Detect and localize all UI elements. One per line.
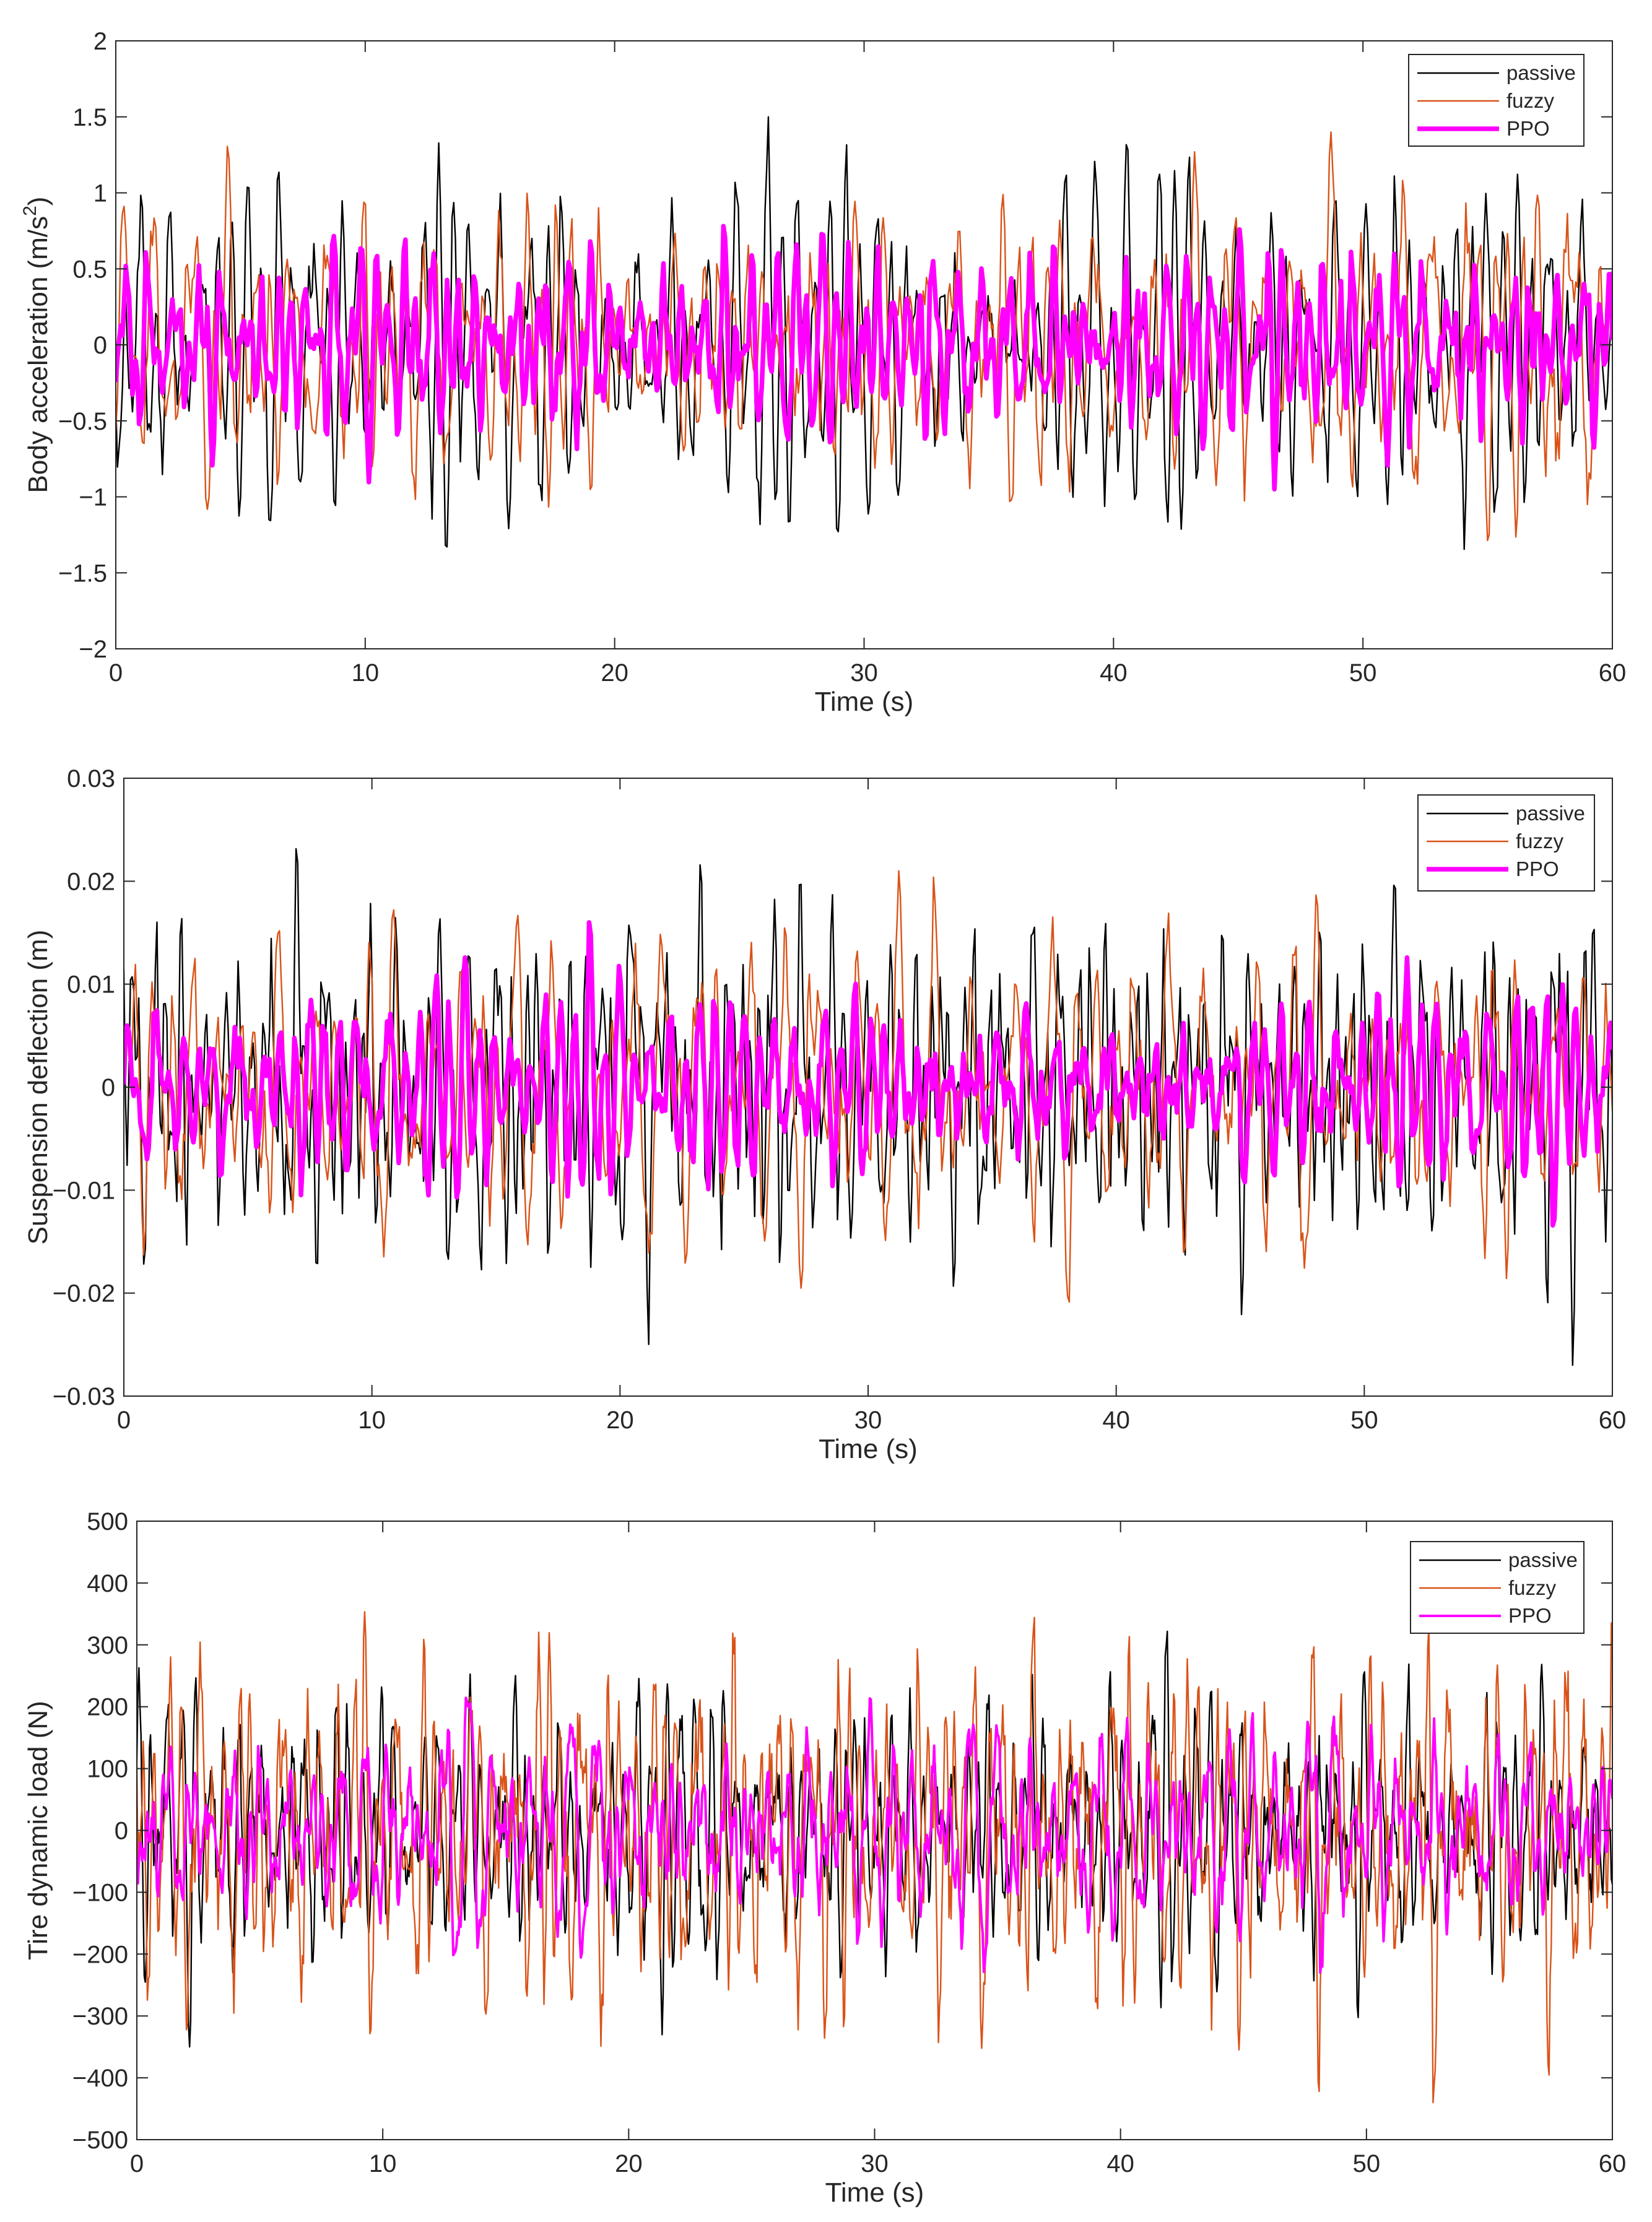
legend-label-ppo: PPO	[1506, 117, 1550, 140]
y-tick-label: 0	[115, 1818, 128, 1845]
y-tick-label: 100	[87, 1756, 128, 1783]
x-tick-label: 40	[1106, 2150, 1134, 2177]
legend-label-ppo: PPO	[1508, 1604, 1552, 1627]
y-tick-label: −1.5	[58, 560, 107, 587]
y-tick-label: 1	[93, 180, 107, 207]
y-tick-label: −0.01	[53, 1177, 115, 1204]
y-tick-label: −400	[72, 2065, 128, 2092]
x-tick-label: 60	[1599, 2150, 1627, 2177]
y-axis-label: Suspension deflection (m)	[23, 930, 53, 1245]
x-tick-label: 50	[1349, 659, 1377, 687]
x-tick-label: 20	[615, 2150, 643, 2177]
series-line-ppo	[124, 920, 1612, 1228]
x-tick-label: 10	[358, 1407, 386, 1434]
x-tick-label: 10	[352, 659, 380, 687]
x-tick-label: 10	[369, 2150, 397, 2177]
y-tick-label: −0.02	[53, 1280, 115, 1308]
legend-label-ppo: PPO	[1516, 857, 1559, 880]
legend: passive fuzzy PPO	[1408, 54, 1585, 147]
legend-label-fuzzy: fuzzy	[1516, 830, 1564, 853]
series-line-fuzzy	[116, 131, 1612, 542]
legend: passive fuzzy PPO	[1417, 794, 1595, 892]
legend-label-fuzzy: fuzzy	[1508, 1576, 1557, 1599]
series-line-ppo	[137, 1696, 1612, 1974]
y-axis-label: Tire dynamic load (N)	[23, 1701, 53, 1960]
y-tick-label: −100	[72, 1879, 128, 1906]
x-axis-label: Time (s)	[815, 687, 914, 717]
y-tick-label: 0.02	[67, 868, 115, 895]
x-tick-label: 0	[109, 659, 123, 687]
x-tick-label: 30	[850, 659, 878, 687]
y-tick-label: 1.5	[72, 104, 107, 131]
y-tick-label: 500	[87, 1508, 128, 1535]
x-axis-label: Time (s)	[825, 2177, 924, 2208]
y-tick-label: 200	[87, 1694, 128, 1721]
chart-panel-1: 0 10 20 30 40 50 60 −2 −1.5 −1 −0.5 0 0.5 1 1.5 2 Time (…	[20, 28, 1626, 717]
plot-area	[137, 1611, 1612, 2104]
y-tick-label: 400	[87, 1570, 128, 1597]
y-tick-label: 0.5	[72, 256, 107, 283]
y-tick-label: −0.5	[58, 408, 107, 435]
x-tick-label: 30	[861, 2150, 889, 2177]
plot-area	[116, 116, 1612, 550]
x-tick-label: 60	[1599, 1407, 1627, 1434]
y-tick-label: −500	[72, 2127, 128, 2154]
x-tick-label: 60	[1599, 659, 1627, 687]
y-tick-label: 0.01	[67, 971, 115, 999]
legend-label-passive: passive	[1506, 61, 1576, 84]
x-tick-label: 0	[130, 2150, 144, 2177]
legend-label-passive: passive	[1516, 802, 1585, 825]
y-tick-label: −300	[72, 2003, 128, 2030]
plot-area	[124, 848, 1612, 1366]
y-tick-label: −200	[72, 1941, 128, 1968]
x-axis-label: Time (s)	[819, 1434, 918, 1464]
series-line-ppo	[116, 224, 1612, 492]
y-tick-label: 0	[93, 332, 107, 359]
y-tick-label: −2	[79, 636, 107, 663]
y-tick-label: −0.03	[53, 1383, 115, 1410]
y-tick-label: 0.03	[67, 765, 115, 792]
y-tick-label: 2	[93, 28, 107, 55]
x-tick-label: 50	[1350, 1407, 1378, 1434]
x-tick-label: 30	[854, 1407, 882, 1434]
chart-panel-2: 0 10 20 30 40 50 60 −0.03 −0.02 −0.01 0 0.01 0.02 0.0…	[23, 765, 1626, 1464]
y-tick-label: 300	[87, 1632, 128, 1659]
y-axis-label: Body acceleration (m/s2)	[20, 197, 53, 493]
x-tick-label: 40	[1102, 1407, 1130, 1434]
y-tick-label: 0	[102, 1074, 115, 1101]
x-tick-label: 20	[606, 1407, 634, 1434]
chart-panel-3: 0 10 20 30 40 50 60 −500 −400 −300 −200 −100 0 100 200…	[23, 1508, 1626, 2208]
legend: passive fuzzy PPO	[1410, 1541, 1585, 1634]
x-tick-label: 40	[1100, 659, 1128, 687]
x-tick-label: 50	[1353, 2150, 1381, 2177]
legend-label-passive: passive	[1508, 1548, 1578, 1571]
legend-box	[1417, 794, 1595, 892]
x-tick-label: 0	[117, 1407, 131, 1434]
y-tick-label: −1	[79, 484, 107, 511]
x-tick-label: 20	[601, 659, 628, 687]
legend-label-fuzzy: fuzzy	[1506, 89, 1555, 112]
